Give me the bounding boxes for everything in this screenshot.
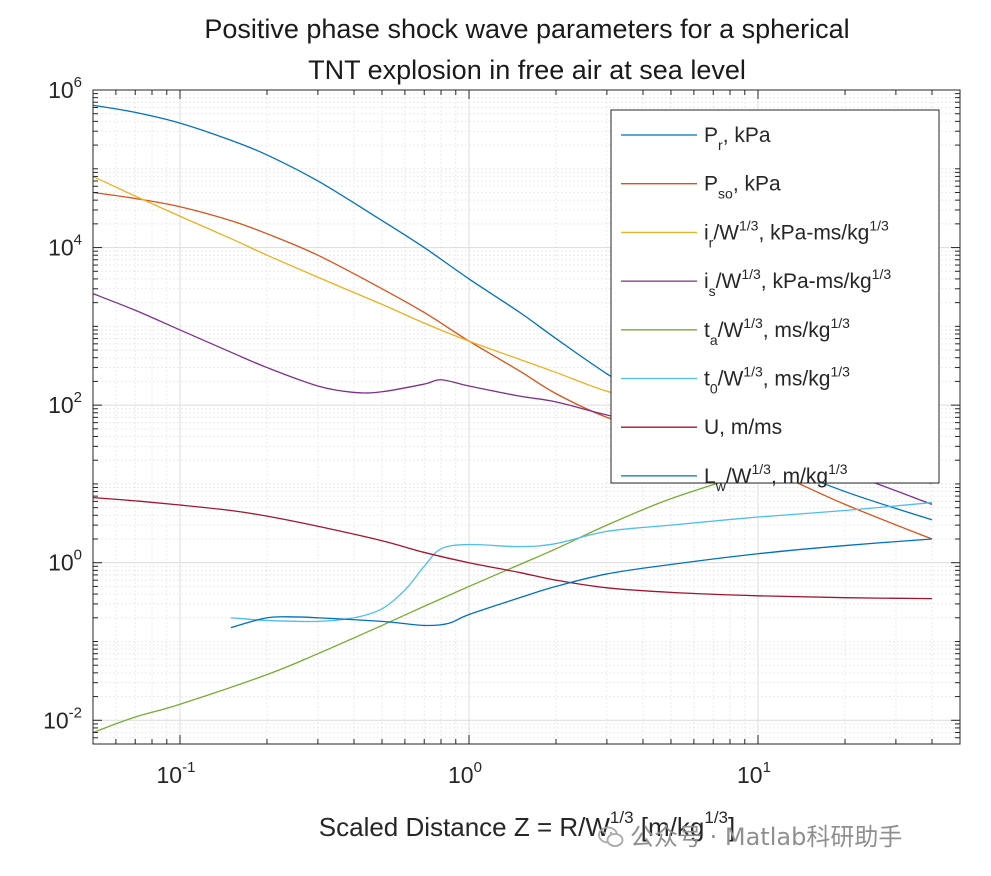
legend-text-sub: a	[710, 332, 718, 348]
x-axis-label-exp: 1/3	[610, 808, 634, 827]
legend-box	[610, 109, 940, 484]
legend-text-main: P	[704, 124, 718, 147]
x-tick-label: 100	[448, 759, 482, 788]
chart-title-line-1: Positive phase shock wave parameters for…	[204, 14, 849, 44]
legend-text-main: i	[704, 270, 709, 293]
legend-label-pr: Pr, kPa	[704, 124, 771, 153]
legend-text-sup2: 1/3	[872, 266, 892, 282]
legend-entry-lw: Lw/W1/3, m/kg1/3	[621, 461, 848, 494]
wechat-icon	[598, 826, 624, 847]
grid-layer	[92, 89, 961, 745]
x-axis-label-units-exp: 1/3	[704, 808, 728, 827]
legend-text-main: U, m/ms	[704, 416, 782, 439]
y-tick-label: 100	[48, 547, 82, 576]
legend-text-rest2: , ms/kg	[763, 319, 831, 342]
legend-text-sub: w	[715, 478, 727, 494]
y-tick-label-exp: 0	[74, 547, 82, 564]
x-tick-label: 10-1	[157, 759, 196, 788]
legend-text-sup: 1/3	[751, 461, 771, 477]
x-axis-label-end: ]	[728, 812, 735, 842]
y-tick-label-base: 10	[48, 77, 74, 103]
series-line-u	[92, 496, 932, 600]
legend-entry-ir: ir/W1/3, kPa-ms/kg1/3	[621, 217, 889, 250]
x-tick-label-exp: 1	[763, 759, 771, 776]
y-tick-label-base: 10	[48, 235, 74, 261]
legend-text-main: i	[704, 221, 709, 244]
y-tick-label-base: 10	[43, 707, 69, 733]
legend-text-main: L	[704, 465, 716, 488]
y-tick-label: 106	[48, 74, 82, 103]
series-line-lw	[230, 538, 933, 629]
legend-text-sub: r	[718, 137, 723, 153]
legend-label-pso: Pso, kPa	[704, 173, 781, 202]
legend-text-rest: /W	[718, 319, 744, 342]
x-tick-label-base: 10	[737, 762, 763, 788]
x-axis-label-main: Scaled Distance Z = R/W	[319, 812, 611, 842]
y-tick-label-base: 10	[48, 392, 74, 418]
x-tick-label-exp: 0	[474, 759, 482, 776]
x-tick-label-base: 10	[448, 762, 474, 788]
legend-text-rest2: , m/kg	[771, 465, 828, 488]
x-tick-label: 101	[737, 759, 771, 788]
legend-entry-pr: Pr, kPa	[621, 124, 771, 153]
legend-text-sub: so	[718, 186, 733, 202]
legend-label-is: is/W1/3, kPa-ms/kg1/3	[704, 266, 891, 299]
legend-text-rest2: , ms/kg	[763, 368, 831, 391]
legend-text-sup2: 1/3	[828, 461, 848, 477]
legend-text-sub: 0	[710, 381, 718, 397]
legend-entry-is: is/W1/3, kPa-ms/kg1/3	[621, 266, 891, 299]
y-tick-label-base: 10	[48, 550, 74, 576]
legend-text-sup: 1/3	[743, 315, 763, 331]
legend-text-sup2: 1/3	[869, 217, 889, 233]
legend-text-rest: /W	[726, 465, 752, 488]
legend-entry-u: U, m/ms	[621, 416, 782, 439]
legend-text-rest: , kPa	[723, 124, 771, 147]
legend-text-rest: /W	[713, 221, 739, 244]
legend-label-u: U, m/ms	[704, 416, 782, 439]
legend-text-rest: /W	[718, 368, 744, 391]
x-tick-label-exp: -1	[182, 759, 195, 776]
legend-entry-t0: t0/W1/3, ms/kg1/3	[621, 364, 850, 397]
legend-entry-pso: Pso, kPa	[621, 173, 781, 202]
legend-text-rest2: , kPa-ms/kg	[761, 270, 872, 293]
legend-label-t0: t0/W1/3, ms/kg1/3	[704, 364, 850, 397]
legend-label-lw: Lw/W1/3, m/kg1/3	[704, 461, 848, 494]
legend-label-ta: ta/W1/3, ms/kg1/3	[704, 315, 850, 348]
legend-label-ir: ir/W1/3, kPa-ms/kg1/3	[704, 217, 889, 250]
legend-text-main: P	[704, 173, 718, 196]
legend-text-rest: , kPa	[733, 173, 781, 196]
x-axis-label: Scaled Distance Z = R/W1/3 [m/kg1/3]	[319, 808, 735, 842]
legend-text-main: t	[704, 368, 710, 391]
legend-text-sup: 1/3	[741, 266, 761, 282]
legend-text-main: t	[704, 319, 710, 342]
y-tick-label: 10-2	[43, 704, 82, 733]
legend-text-rest: /W	[716, 270, 742, 293]
y-tick-label-exp: -2	[69, 704, 82, 721]
legend-text-rest2: , kPa-ms/kg	[758, 221, 869, 244]
legend-text-sup2: 1/3	[830, 364, 850, 380]
y-tick-label: 104	[48, 232, 82, 261]
y-tick-label-exp: 2	[74, 389, 82, 406]
legend-text-sup: 1/3	[743, 364, 763, 380]
chart-title-line-2: TNT explosion in free air at sea level	[308, 55, 746, 85]
y-tick-label: 102	[48, 389, 82, 418]
x-axis-label-units: [m/kg	[634, 812, 705, 842]
legend-text-sub: r	[709, 234, 714, 250]
y-tick-label-exp: 4	[74, 232, 82, 249]
watermark: 公众号 · Matlab科研助手	[598, 817, 902, 852]
legend-text-sup2: 1/3	[830, 315, 850, 331]
x-tick-label-base: 10	[157, 762, 183, 788]
legend-text-sup: 1/3	[739, 217, 759, 233]
legend-entry-ta: ta/W1/3, ms/kg1/3	[621, 315, 850, 348]
y-tick-label-exp: 6	[74, 74, 82, 91]
watermark-text: 公众号 · Matlab科研助手	[630, 823, 903, 851]
legend-text-sub: s	[709, 283, 716, 299]
